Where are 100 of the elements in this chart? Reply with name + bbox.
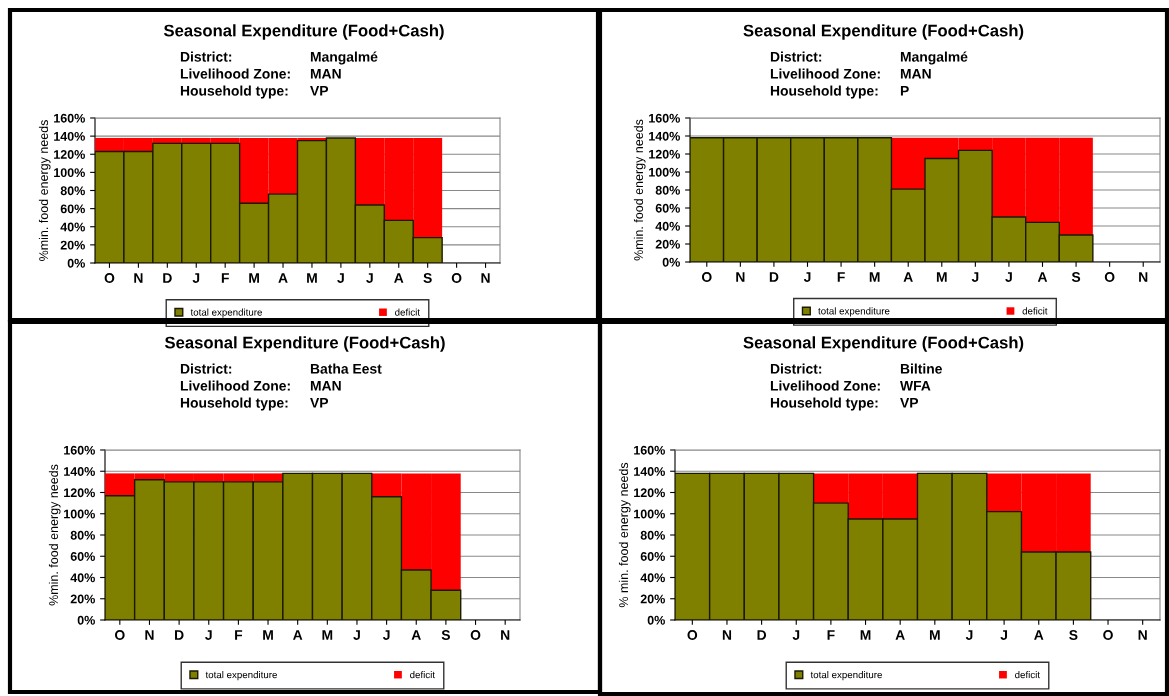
x-tick-label: N [736,272,745,282]
text: Mangalmé [310,51,378,65]
chart-title: Seasonal Expenditure (Food+Cash) [164,336,445,352]
x-tick-label: N [481,273,490,283]
legend-label: deficit [1015,671,1040,679]
y-tick-label: 80% [70,530,95,540]
x-tick-label: A [903,272,913,282]
legend-label: deficit [395,308,420,316]
y-tick-label: 0% [662,257,680,267]
text: MAN [310,69,341,79]
x-tick-label: N [1138,630,1147,640]
y-tick-label: 20% [60,240,85,250]
text: Batha Eest [310,363,382,374]
x-tick-label: M [936,272,947,282]
y-tick-label: 160% [649,113,680,123]
x-tick-label: A [411,630,421,640]
y-tick-label: 0% [647,615,665,625]
legend-label: total expenditure [818,307,890,317]
x-tick-label: M [322,630,333,640]
x-tick-label: J [1005,272,1012,282]
x-tick-label: O [701,272,712,282]
text: District: [180,51,232,62]
y-tick-label: 20% [640,594,665,604]
x-tick-label: F [827,630,835,640]
x-tick-label: N [722,630,732,640]
x-tick-label: D [175,630,184,640]
x-tick-label: O [451,273,462,283]
x-tick-label: S [1071,272,1081,282]
y-tick-label: 80% [655,185,680,195]
x-tick-label: S [423,273,432,283]
x-tick-label: J [366,273,373,283]
text: Livelihood Zone: [180,380,290,391]
x-tick-label: O [687,630,698,640]
y-axis-title: %min. food energy needs [48,464,61,606]
x-tick-label: J [965,630,973,640]
text: District: [180,363,232,374]
legend-label: total expenditure [190,308,262,318]
y-tick-label: 60% [655,203,680,213]
text: District: [770,51,822,62]
x-tick-label: O [470,630,481,640]
y-tick-label: 120% [649,149,680,159]
x-tick-label: A [1037,272,1048,282]
legend-label: deficit [410,671,435,679]
chart-title: Seasonal Expenditure (Food+Cash) [163,24,444,40]
text: Livelihood Zone: [180,68,290,79]
text: Biltine [900,363,942,374]
y-tick-label: 140% [649,131,680,141]
text: VP [310,398,329,408]
x-tick-label: S [1069,630,1078,640]
x-tick-label: A [1034,630,1044,640]
x-tick-label: A [278,273,288,283]
x-tick-label: F [235,630,243,640]
text: MAN [310,381,341,391]
y-tick-label: 100% [64,509,95,519]
x-tick-label: M [263,630,273,640]
x-tick-label: J [353,630,360,640]
y-tick-label: 80% [640,530,665,540]
text: Livelihood Zone: [770,380,880,391]
x-tick-label: J [192,273,200,283]
y-tick-label: 40% [60,222,85,232]
text: Household type: [770,397,878,411]
x-tick-label: N [501,630,510,640]
y-tick-label: 60% [70,552,95,561]
text: District: [770,363,822,374]
y-tick-label: 100% [634,509,665,519]
y-tick-label: 80% [60,186,85,196]
y-tick-label: 100% [54,168,85,178]
text: Household type: [180,85,288,99]
text: Household type: [180,397,288,411]
y-tick-label: 0% [77,615,95,625]
x-tick-label: S [441,630,450,640]
x-tick-label: M [869,272,880,282]
text: VP [900,398,919,408]
x-tick-label: D [769,272,779,282]
legend-label: total expenditure [205,671,277,681]
x-tick-label: M [249,273,259,283]
x-tick-label: M [929,630,940,640]
x-tick-label: J [382,630,390,640]
y-tick-label: 120% [634,488,665,498]
y-tick-label: 140% [64,467,95,476]
y-tick-label: 160% [64,445,95,455]
y-tick-label: 0% [67,258,85,268]
text: Livelihood Zone: [770,68,880,79]
y-tick-label: 20% [655,239,680,249]
x-tick-label: J [205,630,212,640]
x-tick-label: A [293,630,303,640]
y-tick-label: 120% [64,488,95,498]
x-tick-label: F [221,273,229,283]
y-axis-title: %min. food energy needs [633,119,646,261]
y-tick-label: 160% [54,113,85,123]
x-tick-label: N [1139,272,1148,282]
text: Household type: [770,85,878,99]
x-tick-label: A [895,630,905,640]
x-tick-label: F [837,272,845,282]
x-tick-label: J [971,272,979,282]
x-tick-label: D [757,630,767,640]
x-tick-label: N [134,273,143,283]
x-tick-label: O [1104,272,1115,282]
text: WFA [900,381,931,391]
y-tick-label: 100% [649,167,680,177]
